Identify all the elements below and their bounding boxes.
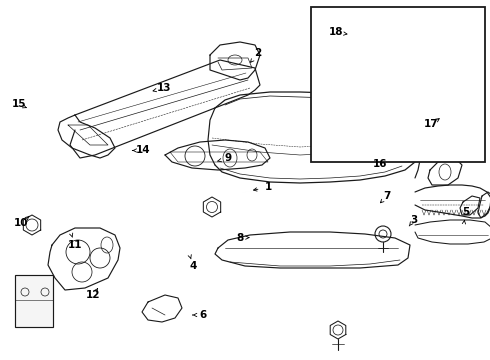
Text: 2: 2	[255, 48, 262, 58]
Text: 1: 1	[265, 182, 272, 192]
Text: 18: 18	[328, 27, 343, 37]
Text: 12: 12	[86, 290, 100, 300]
Text: 10: 10	[14, 218, 28, 228]
Text: 17: 17	[424, 119, 439, 129]
Text: 6: 6	[200, 310, 207, 320]
Text: 8: 8	[237, 233, 244, 243]
Text: 15: 15	[11, 99, 26, 109]
Text: 11: 11	[68, 240, 82, 250]
Bar	[311, 7, 485, 162]
Text: 14: 14	[136, 145, 150, 156]
Text: 5: 5	[462, 207, 469, 217]
Text: 3: 3	[411, 215, 417, 225]
Bar	[15, 275, 53, 327]
Text: 16: 16	[372, 159, 387, 169]
Text: 4: 4	[190, 261, 197, 271]
Text: 9: 9	[224, 153, 231, 163]
Text: 13: 13	[157, 83, 172, 93]
Text: 7: 7	[383, 191, 391, 201]
